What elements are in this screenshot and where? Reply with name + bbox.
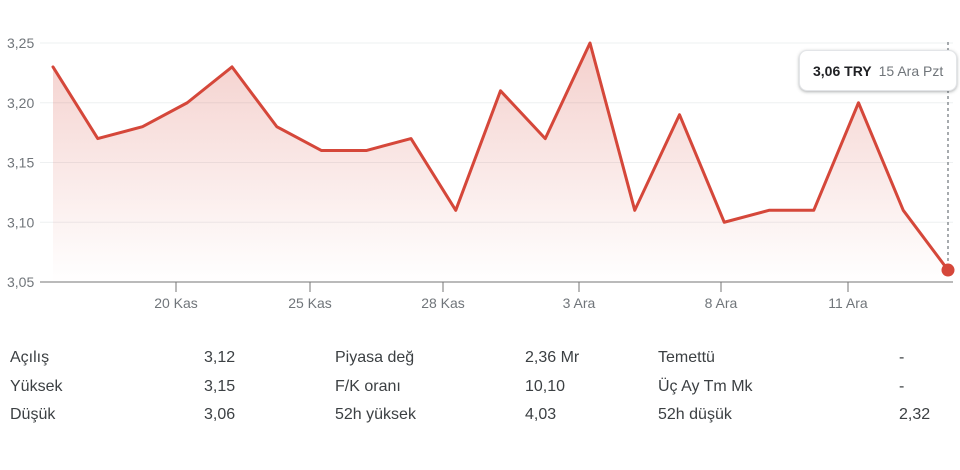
stat-52h-yuksek-label: 52h yüksek <box>335 406 416 423</box>
y-tick-label: 3,05 <box>7 274 34 290</box>
stats-table: Açılış 3,12 Yüksek 3,15 Düşük 3,06 Piyas… <box>0 339 960 439</box>
x-tick-label: 20 Kas <box>154 295 198 311</box>
stat-uc-ay-tm-mk-value: - <box>899 378 905 395</box>
y-tick-label: 3,15 <box>7 155 34 171</box>
stat-52h-yuksek-value: 4,03 <box>525 406 557 423</box>
x-tick-label: 8 Ara <box>705 295 738 311</box>
stat-fk-orani-value: 10,10 <box>525 378 566 395</box>
y-tick-label: 3,25 <box>7 35 34 51</box>
y-tick-label: 3,10 <box>7 214 34 230</box>
stat-piyasa-deg-label: Piyasa değ <box>335 349 415 366</box>
x-tick-label: 28 Kas <box>421 295 465 311</box>
stat-yuksek-value: 3,15 <box>204 378 236 395</box>
stat-fk-orani-label: F/K oranı <box>335 378 401 395</box>
tooltip-date: 15 Ara Pzt <box>878 62 944 79</box>
price-chart[interactable]: 3,25 3,20 3,15 3,10 3,05 20 Kas 25 Kas 28 Kas 3 … <box>0 0 960 335</box>
stat-temettu-label: Temettü <box>658 349 715 366</box>
stat-uc-ay-tm-mk-label: Üç Ay Tm Mk <box>658 378 753 395</box>
stat-52h-dusuk-value: 2,32 <box>899 406 931 423</box>
price-line <box>51 41 950 272</box>
stat-acilis-label: Açılış <box>10 349 50 366</box>
y-tick-label: 3,20 <box>7 95 34 111</box>
stat-piyasa-deg-value: 2,36 Mr <box>525 349 580 366</box>
x-tick-label: 25 Kas <box>288 295 332 311</box>
x-tick-label: 3 Ara <box>563 295 596 311</box>
x-tick-label: 11 Ara <box>828 295 868 311</box>
stat-dusuk-value: 3,06 <box>204 406 236 423</box>
stat-yuksek-label: Yüksek <box>10 378 63 395</box>
tooltip-price: 3,06 TRY <box>813 62 872 79</box>
stat-acilis-value: 3,12 <box>204 349 236 366</box>
price-tooltip: 3,06 TRY 15 Ara Pzt <box>799 50 958 91</box>
stat-52h-dusuk-label: 52h düşük <box>658 406 732 423</box>
stat-temettu-value: - <box>899 349 905 366</box>
last-point-dot <box>941 263 955 277</box>
stat-dusuk-label: Düşük <box>10 406 56 423</box>
